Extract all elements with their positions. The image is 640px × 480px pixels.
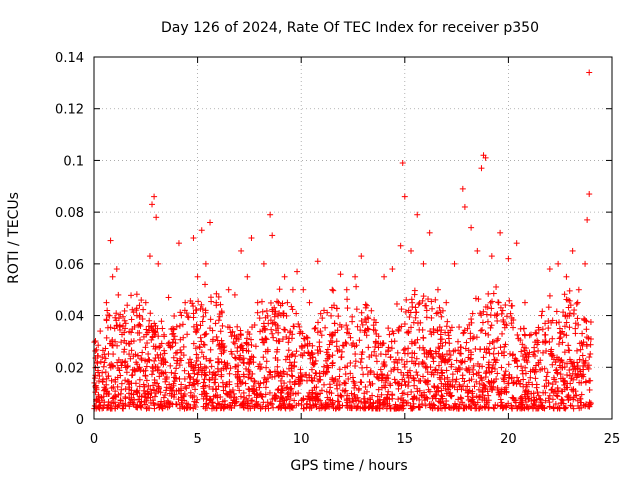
data-point — [320, 307, 327, 314]
data-point — [459, 185, 466, 192]
y-tick-label: 0.14 — [55, 51, 84, 66]
data-point — [563, 273, 570, 280]
data-point — [225, 286, 232, 293]
dense-data-cloud — [91, 281, 594, 412]
data-point — [248, 235, 255, 241]
data-point — [165, 294, 172, 301]
data-point — [586, 69, 593, 76]
data-point — [300, 286, 307, 293]
data-point — [343, 286, 350, 293]
data-point — [443, 299, 450, 306]
axes: 0 0.02 0.04 0.06 0.08 0.1 0.12 0.14 0 5 10 15 20 25 — [55, 51, 620, 447]
y-tick-label: 0.12 — [55, 103, 84, 118]
data-point — [202, 260, 209, 267]
data-point — [497, 229, 504, 236]
data-point — [107, 237, 114, 244]
data-point — [389, 266, 396, 273]
data-point — [269, 232, 276, 239]
data-point — [569, 247, 576, 254]
data-point — [555, 260, 562, 267]
data-point — [151, 193, 158, 200]
data-point — [397, 242, 404, 249]
data-point — [190, 235, 197, 241]
data-point — [408, 247, 415, 254]
x-tick-label: 0 — [90, 432, 98, 447]
data-point — [478, 165, 485, 172]
chart-title: Day 126 of 2024, Rate Of TEC Index for r… — [161, 20, 539, 36]
data-point — [175, 240, 182, 247]
y-axis-label: ROTI / TECUs — [6, 192, 22, 284]
data-point — [198, 227, 205, 234]
x-tick-label: 20 — [500, 432, 517, 447]
data-point — [142, 299, 149, 306]
data-point — [294, 268, 301, 275]
x-tick-label: 10 — [293, 432, 310, 447]
data-point — [113, 266, 120, 273]
data-point — [352, 273, 359, 280]
data-point — [337, 271, 344, 278]
y-tick-label: 0 — [76, 413, 84, 428]
y-tick-label: 0.1 — [63, 154, 84, 169]
data-point — [513, 240, 520, 247]
roti-points — [91, 69, 594, 412]
data-point — [358, 253, 365, 260]
data-point — [267, 211, 274, 218]
data-point — [451, 260, 458, 267]
data-point — [582, 260, 589, 267]
data-point — [521, 299, 528, 306]
data-point — [281, 273, 288, 280]
data-point — [399, 160, 406, 167]
data-point — [488, 253, 495, 260]
data-point — [420, 260, 427, 267]
x-tick-label: 5 — [193, 432, 201, 447]
x-tick-label: 15 — [397, 432, 414, 447]
data-point — [254, 299, 261, 306]
data-point — [468, 224, 475, 231]
data-point — [306, 299, 313, 306]
data-point — [474, 247, 481, 254]
data-point — [122, 377, 129, 384]
data-point — [260, 260, 267, 267]
grid-lines — [94, 57, 612, 419]
y-tick-label: 0.04 — [55, 310, 84, 325]
data-point — [109, 273, 116, 280]
data-point — [575, 286, 582, 293]
data-point — [244, 273, 251, 280]
data-point — [146, 253, 153, 260]
y-tick-label: 0.08 — [55, 206, 84, 221]
data-point — [586, 191, 593, 198]
data-point — [584, 216, 591, 223]
data-point — [231, 291, 238, 298]
data-point — [97, 328, 104, 335]
data-point — [505, 255, 512, 262]
data-point — [546, 266, 553, 273]
plot-frame — [93, 56, 613, 420]
x-tick-label: 25 — [604, 432, 621, 447]
y-tick-label: 0.06 — [55, 258, 84, 273]
data-point — [289, 286, 296, 293]
data-point — [482, 154, 489, 161]
x-axis-label: GPS time / hours — [290, 458, 407, 474]
data-point — [149, 201, 156, 208]
y-tick-label: 0.02 — [55, 361, 84, 376]
data-point — [155, 260, 162, 267]
data-point — [238, 247, 245, 254]
data-point — [434, 286, 441, 293]
data-point — [153, 214, 160, 221]
data-point — [207, 219, 214, 226]
data-point — [103, 299, 110, 306]
data-point — [314, 258, 321, 265]
data-point — [401, 193, 408, 200]
data-point — [182, 299, 189, 306]
data-point — [194, 273, 201, 280]
data-point — [414, 211, 421, 218]
data-point — [426, 229, 433, 236]
data-point — [381, 273, 388, 280]
data-point — [538, 312, 545, 319]
data-point — [329, 286, 336, 293]
data-point — [461, 203, 468, 210]
data-point — [219, 322, 226, 329]
